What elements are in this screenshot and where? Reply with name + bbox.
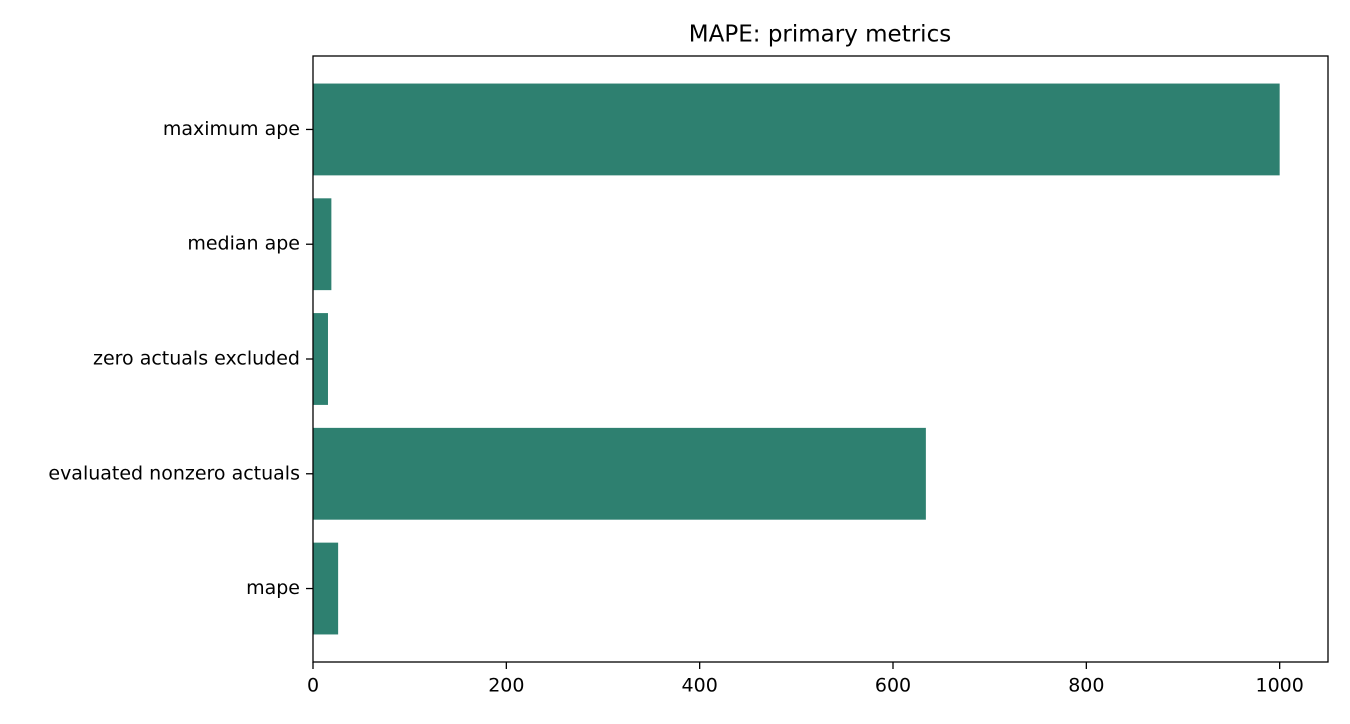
y-tick-label: zero actuals excluded (93, 348, 300, 370)
bar (313, 313, 328, 405)
y-tick-label: mape (246, 577, 300, 599)
y-tick-label: evaluated nonzero actuals (48, 462, 300, 484)
y-tick-label: maximum ape (163, 118, 300, 140)
bar (313, 542, 339, 635)
bar (313, 83, 1280, 176)
y-tick-label: median ape (187, 233, 300, 255)
bar (313, 427, 926, 520)
x-tick-label: 600 (875, 675, 911, 697)
plot-frame (312, 55, 1329, 663)
x-tick-label: 1000 (1255, 675, 1303, 697)
bar (313, 198, 332, 291)
x-tick-label: 800 (1068, 675, 1104, 697)
x-tick-label: 400 (682, 675, 718, 697)
x-tick-label: 0 (307, 675, 319, 697)
chart-title: MAPE: primary metrics (689, 22, 951, 48)
x-tick-label: 200 (488, 675, 524, 697)
